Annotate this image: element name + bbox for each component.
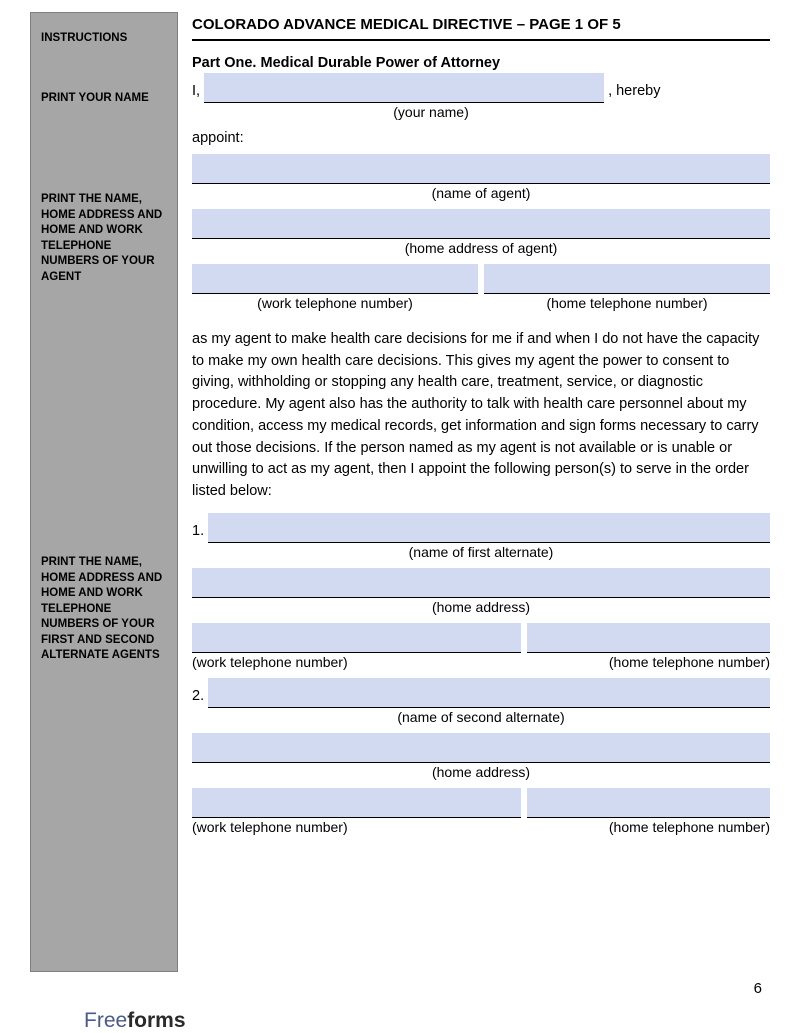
first-alternate-name-caption: (name of first alternate) [192,544,770,560]
first-alternate-home-phone-caption: (home telephone number) [527,654,770,670]
page-number: 6 [0,980,798,997]
intro-suffix: , hereby [608,81,660,103]
footer-free: Free [84,1009,127,1032]
instructions-sidebar: INSTRUCTIONS PRINT YOUR NAME PRINT THE N… [30,12,178,972]
first-alternate-address-field[interactable] [192,568,770,598]
appoint-text: appoint: [192,128,770,150]
sidebar-instruction-agent: PRINT THE NAME, HOME ADDRESS AND HOME AN… [41,192,169,285]
agent-name-caption: (name of agent) [192,185,770,201]
first-alternate-address-caption: (home address) [192,599,770,615]
second-alternate-work-phone-caption: (work telephone number) [192,819,521,835]
first-alternate-work-phone-field[interactable] [192,623,521,653]
second-alternate-address-caption: (home address) [192,764,770,780]
first-alternate-home-phone-field[interactable] [527,623,770,653]
agent-home-phone-field[interactable] [484,264,770,294]
footer-logo: Freeforms [0,1009,798,1033]
agent-phone-captions: (work telephone number) (home telephone … [192,294,770,319]
agent-address-caption: (home address of agent) [192,240,770,256]
footer-forms: forms [127,1009,185,1032]
sidebar-instruction-alternates: PRINT THE NAME, HOME ADDRESS AND HOME AN… [41,555,169,664]
first-alternate-row: 1. [192,513,770,543]
page-container: INSTRUCTIONS PRINT YOUR NAME PRINT THE N… [0,0,798,972]
second-alternate-address-field[interactable] [192,733,770,763]
your-name-field[interactable] [204,73,604,103]
agent-address-field[interactable] [192,209,770,239]
list-one: 1. [192,521,204,543]
second-alternate-phone-captions: (work telephone number) (home telephone … [192,818,770,843]
second-alternate-home-phone-caption: (home telephone number) [527,819,770,835]
second-alternate-work-phone-field[interactable] [192,788,521,818]
agent-home-phone-caption: (home telephone number) [484,295,770,311]
first-alternate-phone-captions: (work telephone number) (home telephone … [192,653,770,678]
second-alternate-name-caption: (name of second alternate) [192,709,770,725]
first-alternate-work-phone-caption: (work telephone number) [192,654,521,670]
part-one-subtitle: Part One. Medical Durable Power of Attor… [192,55,770,71]
agent-name-field[interactable] [192,154,770,184]
agent-work-phone-field[interactable] [192,264,478,294]
sidebar-heading: INSTRUCTIONS [41,31,169,47]
second-alternate-name-field[interactable] [208,678,770,708]
your-name-caption: (your name) [92,104,770,120]
list-two: 2. [192,686,204,708]
first-alternate-name-field[interactable] [208,513,770,543]
body-paragraph: as my agent to make health care decision… [192,329,770,503]
intro-prefix: I, [192,81,200,103]
second-alternate-phone-row [192,788,770,818]
second-alternate-home-phone-field[interactable] [527,788,770,818]
form-content: COLORADO ADVANCE MEDICAL DIRECTIVE – PAG… [178,0,798,972]
second-alternate-row: 2. [192,678,770,708]
document-title: COLORADO ADVANCE MEDICAL DIRECTIVE – PAG… [192,16,770,41]
agent-work-phone-caption: (work telephone number) [192,295,478,311]
your-name-row: I, , hereby [192,73,770,103]
agent-phone-row [192,264,770,294]
first-alternate-phone-row [192,623,770,653]
